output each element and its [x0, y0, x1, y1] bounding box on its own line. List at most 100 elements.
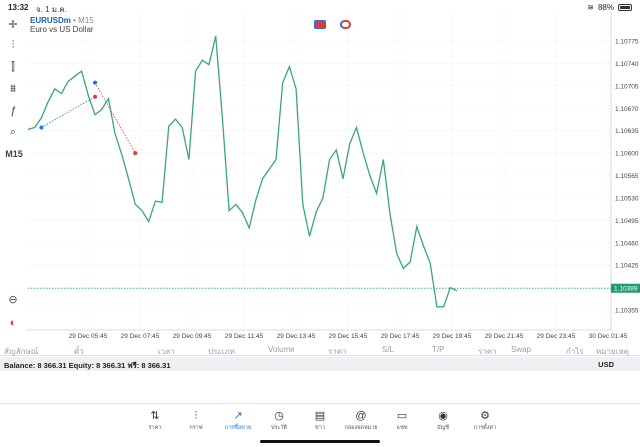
price-tick-label: 1.10495	[615, 218, 639, 225]
time-axis: 29 Dec 05:45 29 Dec 07:45 29 Dec 09:45 29 D…	[69, 333, 628, 340]
tab-label: การซื้อขาย	[224, 425, 252, 431]
time-tick-label: 29 Dec 21:45	[485, 333, 524, 340]
time-tick-label: 29 Dec 13:45	[277, 333, 316, 340]
symbol-timeframe: M15	[78, 16, 94, 25]
status-date: จ. 1 ม.ค.	[36, 5, 67, 14]
column-header: ตั๋ว	[74, 347, 84, 356]
home-indicator	[260, 440, 380, 443]
trade-entry-marker	[39, 125, 44, 130]
crosshair-icon[interactable]: ✛	[8, 18, 18, 31]
tab-label: กราฟ	[189, 425, 203, 431]
price-tick-label: 1.10740	[615, 61, 639, 68]
symbol-info: EURUSDm • M15	[30, 16, 94, 25]
price-tick-label: 1.10565	[615, 173, 639, 180]
status-time: 13:32	[8, 3, 29, 12]
battery-icon	[618, 4, 632, 11]
tab-label: กล่องจดหมาย	[344, 425, 378, 431]
price-axis: 1.10775 1.10740 1.10705 1.10670 1.10635 1.106…	[615, 39, 639, 315]
tab-settings[interactable]: ⚙ การตั้งค่า	[465, 408, 505, 432]
mailbox-icon: @	[355, 410, 367, 422]
balance-text: Balance: 8 366.31 Equity: 8 366.31 ฟรี: …	[4, 361, 171, 370]
trade-markers	[39, 80, 138, 156]
time-tick-label: 29 Dec 11:45	[225, 333, 264, 340]
price-tick-label: 1.10530	[615, 195, 639, 202]
time-tick-label: 29 Dec 05:45	[69, 333, 108, 340]
trade-entry-marker	[93, 80, 98, 85]
chart-grid	[28, 12, 611, 330]
sell-trade-line	[94, 82, 136, 154]
trade-panel-icon[interactable]	[340, 20, 351, 29]
time-tick-label: 29 Dec 09:45	[173, 333, 212, 340]
trade-exit-marker	[93, 94, 98, 99]
time-tick-label: 29 Dec 15:45	[329, 333, 368, 340]
timeframe-button[interactable]: M15	[5, 149, 23, 159]
settings-icon: ⚙	[480, 410, 490, 422]
status-bar: 13:32 จ. 1 ม.ค. ≋ 88%	[0, 0, 640, 14]
tab-news[interactable]: ▤ ข่าว	[300, 408, 340, 432]
time-tick-label: 29 Dec 17:45	[381, 333, 420, 340]
balance-bar: Balance: 8 366.31 Equity: 8 366.31 ฟรี: …	[0, 357, 640, 371]
function-icon[interactable]: ƒ	[9, 105, 17, 117]
bottom-tab-bar: ⇅ ราคา ⫶ กราฟ ↗ การซื้อขาย ◷ ประวัติ ▤ ข่าว @ กล่อง…	[0, 403, 640, 447]
wifi-icon: ≋	[587, 3, 594, 12]
zoom-icon[interactable]: ⊖	[8, 293, 18, 306]
tab-mailbox[interactable]: @ กล่องจดหมาย	[341, 408, 381, 432]
price-tick-label: 1.10775	[615, 39, 639, 46]
column-header: Volume	[268, 345, 295, 354]
price-tick-label: 1.10705	[615, 83, 639, 90]
trade-icon[interactable]: ◐	[9, 317, 17, 329]
price-chart[interactable]: 1.10775 1.10740 1.10705 1.10670 1.10635 1.106…	[0, 0, 640, 345]
price-tick-label: 1.10600	[615, 151, 639, 158]
price-tick-label: 1.10635	[615, 128, 639, 135]
chart-icon: ⫶	[194, 410, 198, 422]
battery-percent: 88%	[597, 3, 614, 12]
time-tick-label: 29 Dec 23:45	[537, 333, 576, 340]
column-header: สัญลักษณ์	[4, 347, 39, 356]
column-header: เวลา	[158, 347, 175, 356]
column-header: T/P	[432, 345, 445, 354]
tab-quotes[interactable]: ⇅ ราคา	[135, 408, 175, 432]
tab-label: ประวัติ	[270, 425, 288, 431]
column-header: S/L	[382, 345, 395, 354]
symbol-description: Euro vs US Dollar	[30, 25, 94, 34]
column-header: Swap	[511, 345, 532, 354]
price-tick-label: 1.10425	[615, 263, 639, 270]
current-price-tag: 1.10389	[611, 283, 640, 293]
price-tick-label: 1.10460	[615, 240, 639, 247]
shapes-icon[interactable]: ⌕	[9, 125, 17, 138]
one-click-trade-icon[interactable]	[314, 20, 326, 29]
balance-currency: USD	[598, 360, 614, 369]
price-tick-label: 1.10355	[615, 308, 639, 315]
tab-label: ราคา	[148, 425, 162, 431]
tab-chat[interactable]: ▭ แชท	[382, 408, 422, 432]
column-header: ราคา	[328, 347, 347, 356]
quotes-icon: ⇅	[150, 410, 160, 422]
status-right: ≋ 88%	[587, 3, 632, 12]
object-list-icon[interactable]: ⩩	[10, 82, 16, 95]
time-tick-label: 30 Dec 01:45	[589, 333, 628, 340]
tab-account[interactable]: ◉ บัญชี	[423, 408, 463, 432]
time-tick-label: 29 Dec 19:45	[433, 333, 472, 340]
news-icon: ▤	[314, 410, 326, 422]
column-header: หมายเหตุ	[596, 347, 629, 356]
tab-history[interactable]: ◷ ประวัติ	[259, 408, 299, 432]
trade-exit-marker	[133, 151, 138, 156]
price-line-series	[27, 35, 458, 308]
tab-chart[interactable]: ⫶ กราฟ	[176, 408, 216, 432]
account-icon: ◉	[438, 410, 448, 422]
chart-toolbar: ✛ ⫶ ⫿ ⩩ ƒ ⌕ M15 ⊖ ◐	[0, 14, 26, 334]
tab-trade[interactable]: ↗ การซื้อขาย	[218, 408, 258, 432]
current-price-label: 1.10389	[614, 286, 638, 293]
chat-icon: ▭	[396, 410, 408, 422]
symbol-name: EURUSDm	[30, 16, 71, 25]
tab-label: บัญชี	[437, 425, 449, 431]
tab-label: แชท	[396, 425, 408, 431]
candle-type-icon[interactable]: ⫶	[11, 38, 15, 51]
positions-header: สัญลักษณ์ ตั๋ว เวลา ประเภท Volume ราคา S/L T/P ร…	[0, 342, 640, 356]
time-tick-label: 29 Dec 07:45	[121, 333, 160, 340]
column-header: ประเภท	[208, 347, 235, 356]
indicators-icon[interactable]: ⫿	[11, 60, 15, 73]
trade-icon: ↗	[233, 410, 243, 422]
column-header: กำไร	[566, 347, 584, 356]
tab-label: การตั้งค่า	[473, 425, 497, 431]
